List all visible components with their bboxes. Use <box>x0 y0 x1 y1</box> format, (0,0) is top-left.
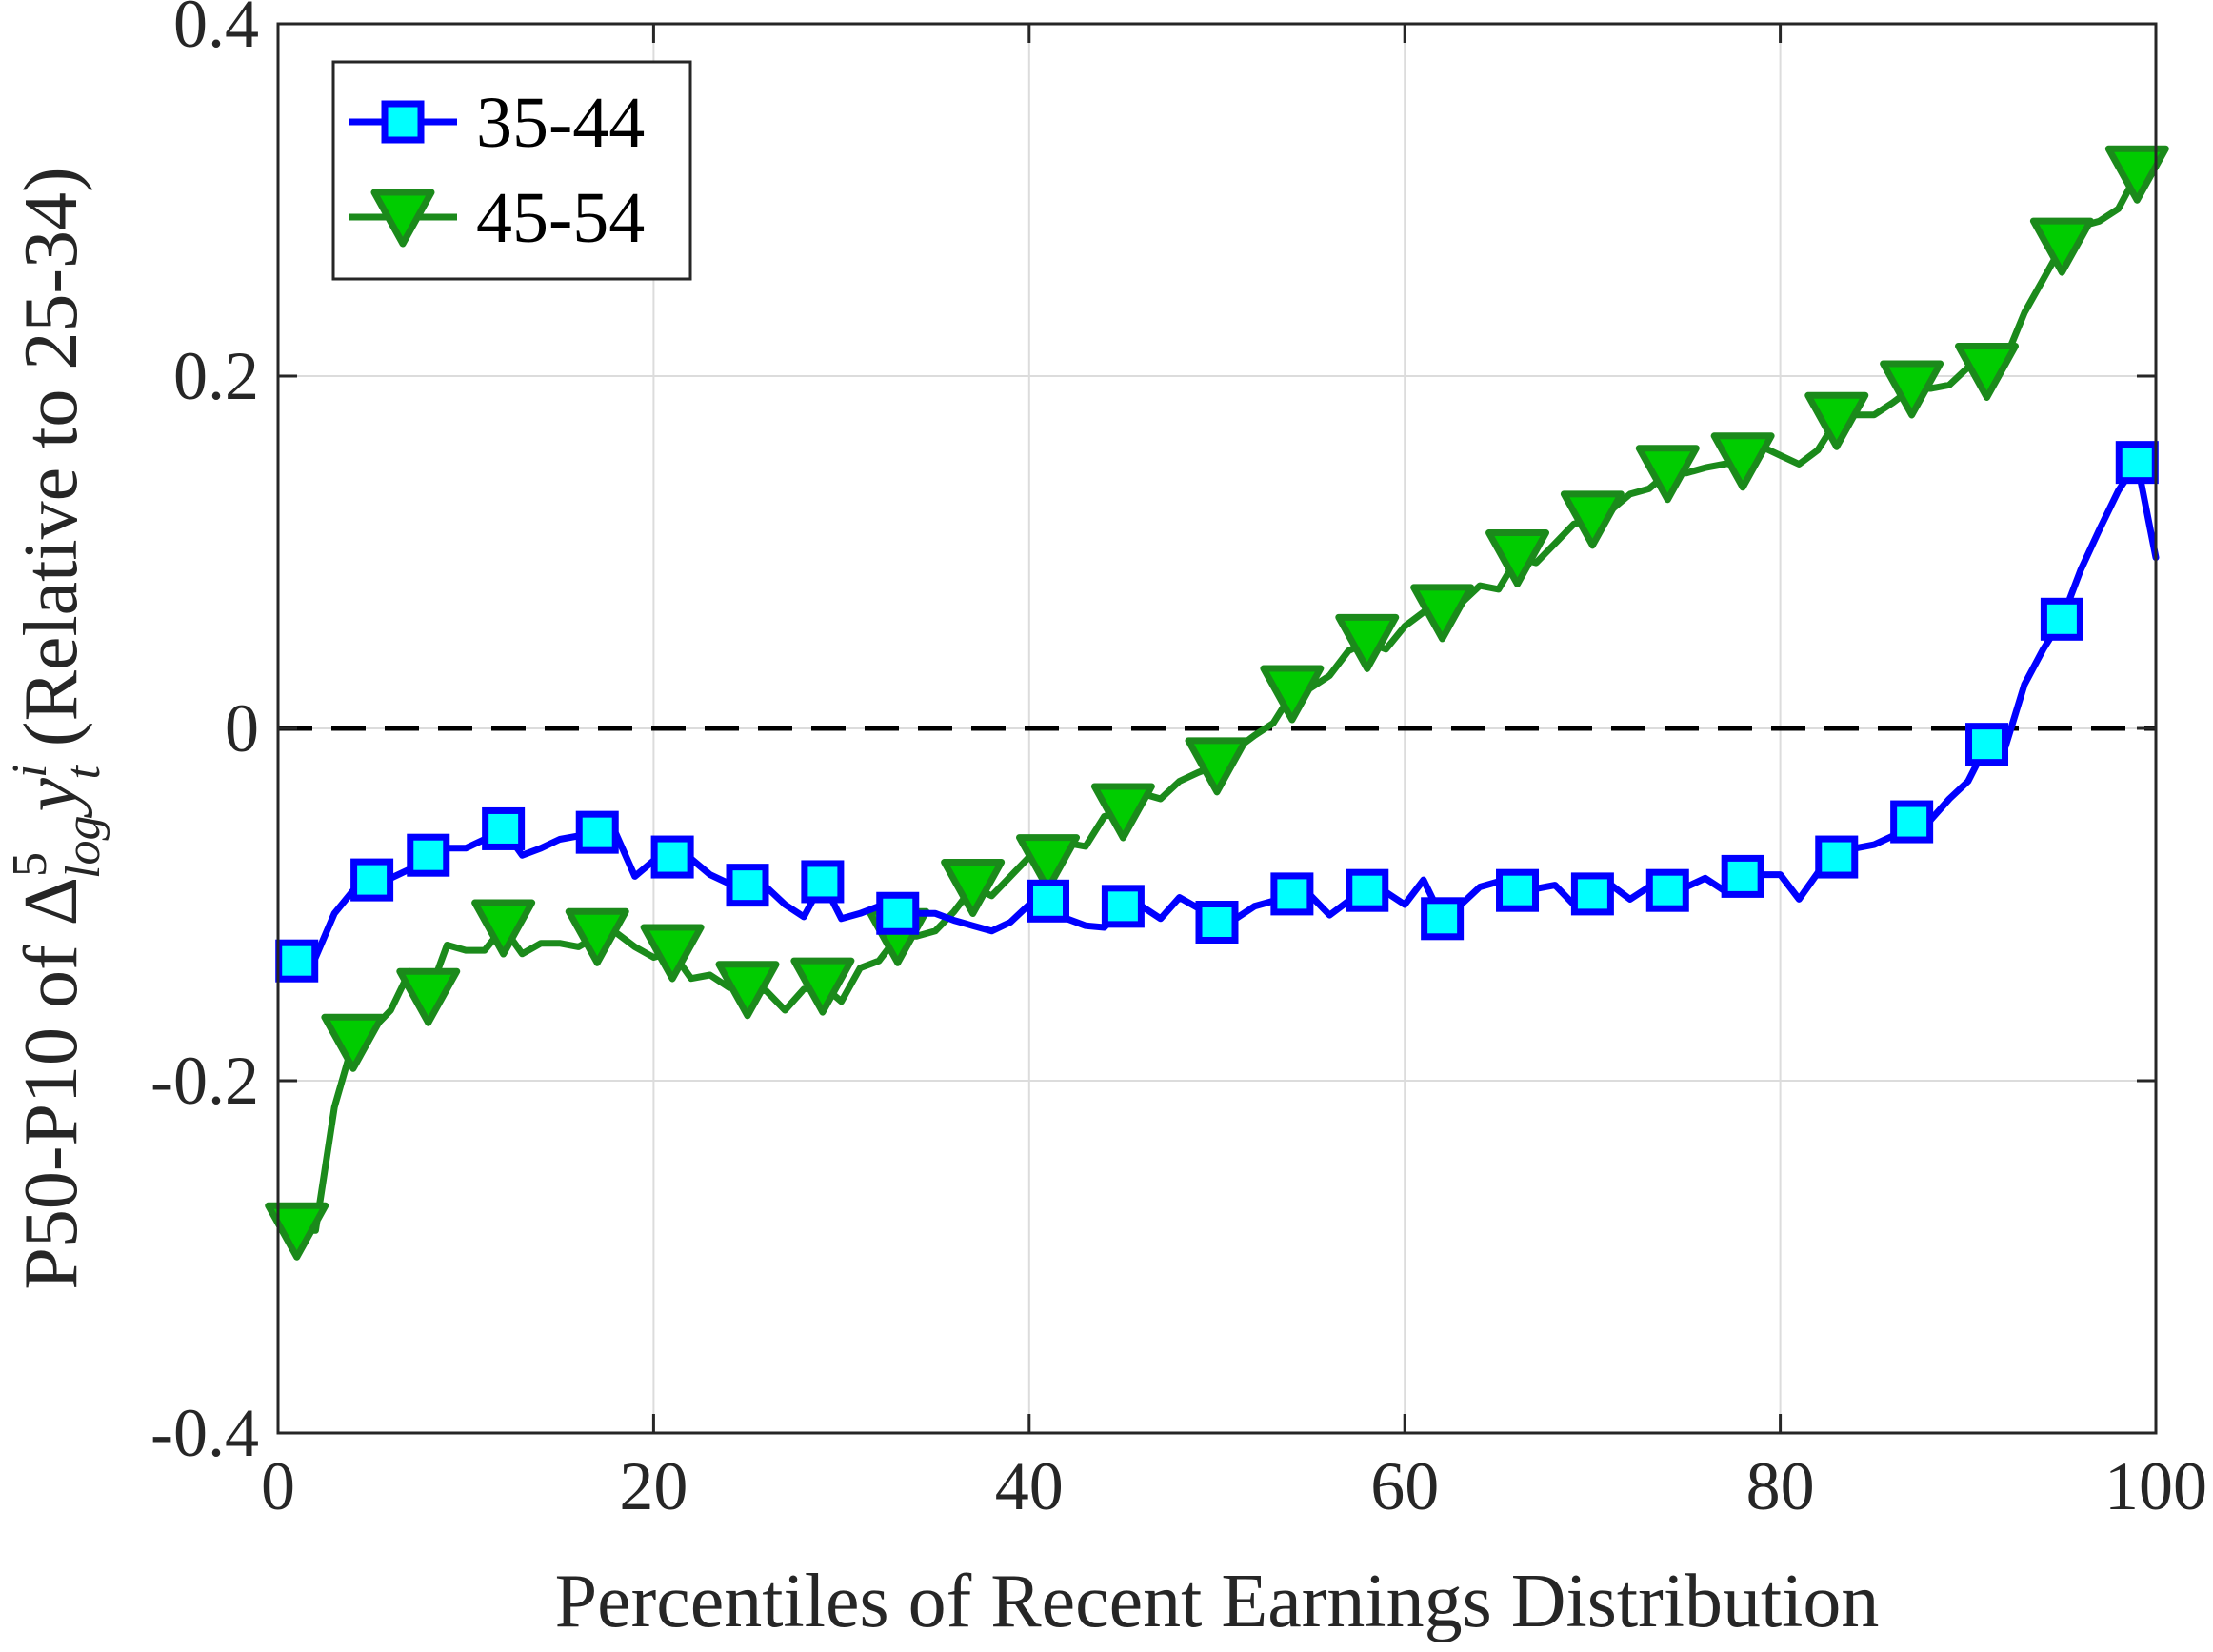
data-point-marker <box>482 806 526 850</box>
data-point-marker <box>650 835 694 879</box>
x-tick-label: 60 <box>1370 1448 1439 1524</box>
data-point-marker <box>2040 597 2083 641</box>
y-label-prefix: P50-P10 of Δ <box>10 877 93 1290</box>
y-tick-label: -0.4 <box>150 1395 259 1471</box>
legend-item-45-54: 45-54 <box>349 178 645 258</box>
data-point-marker <box>1270 872 1314 916</box>
y-label-var-sub: t <box>56 765 110 780</box>
data-point-marker <box>1335 613 1400 672</box>
data-point-marker <box>1710 432 1775 491</box>
data-point-marker <box>1560 490 1625 549</box>
data-point-marker <box>1570 872 1614 916</box>
data-point-marker <box>2029 217 2094 276</box>
data-point-marker <box>1027 879 1070 923</box>
data-point-marker <box>407 833 450 877</box>
y-label-sup: 5 <box>3 852 57 877</box>
data-point-marker <box>1645 868 1689 912</box>
data-point-marker <box>471 899 536 958</box>
data-point-marker <box>565 907 629 966</box>
data-point-marker <box>1485 529 1550 588</box>
y-tick-label: 0.2 <box>173 338 259 414</box>
legend-item-35-44: 35-44 <box>349 83 645 163</box>
series-layer <box>265 145 2169 1261</box>
y-axis-ticks: -0.4 -0.2 0 0.2 0.4 <box>150 0 2156 1471</box>
x-tick-label: 0 <box>261 1448 295 1524</box>
x-tick-label: 40 <box>995 1448 1064 1524</box>
legend-label: 35-44 <box>476 83 645 163</box>
data-point-marker <box>640 924 705 983</box>
data-point-marker <box>1016 834 1081 893</box>
y-label-sub: log <box>56 815 110 878</box>
y-axis-label: P50-P10 of Δ5logyit (Relative to 25-34) <box>3 167 110 1289</box>
data-point-marker <box>1346 868 1389 912</box>
data-point-marker <box>1496 868 1540 912</box>
data-point-marker <box>1815 835 1859 879</box>
x-tick-label: 100 <box>2104 1448 2207 1524</box>
series-35-44 <box>275 441 2160 983</box>
legend: 35-44 45-54 <box>331 60 692 281</box>
y-label-var: y <box>10 777 93 818</box>
data-point-marker <box>726 864 769 907</box>
data-point-marker <box>1090 783 1155 842</box>
x-tick-label: 80 <box>1746 1448 1815 1524</box>
data-point-marker <box>941 859 1006 917</box>
data-point-marker <box>1195 901 1239 944</box>
data-point-marker <box>1185 737 1249 796</box>
legend-label: 45-54 <box>476 178 645 258</box>
x-tick-label: 20 <box>619 1448 688 1524</box>
series-line <box>293 459 2160 965</box>
data-point-marker <box>1965 723 2009 766</box>
data-point-marker <box>265 1202 329 1261</box>
data-point-marker <box>381 100 425 144</box>
y-tick-label: 0 <box>225 690 259 766</box>
data-point-marker <box>2115 441 2159 485</box>
data-point-marker <box>275 939 319 983</box>
data-point-marker <box>876 891 920 935</box>
data-point-marker <box>321 1013 386 1072</box>
data-point-marker <box>1410 584 1475 643</box>
data-point-marker <box>801 860 845 904</box>
data-point-marker <box>350 858 394 902</box>
data-point-marker <box>2104 145 2169 204</box>
legend-box <box>331 60 692 281</box>
data-point-marker <box>575 810 619 854</box>
data-point-marker <box>1955 342 2020 401</box>
data-point-marker <box>1421 897 1465 941</box>
y-label-var-sup: i <box>3 765 57 778</box>
y-tick-label: 0.4 <box>173 0 259 62</box>
data-point-marker <box>1635 445 1700 504</box>
data-point-marker <box>790 957 855 1016</box>
data-point-marker <box>1260 665 1325 724</box>
data-point-marker <box>1101 885 1145 928</box>
x-axis-label: Percentiles of Recent Earnings Distribut… <box>555 1560 1880 1643</box>
data-point-marker <box>370 189 435 248</box>
y-label-suffix: (Relative to 25-34) <box>10 167 93 766</box>
data-point-marker <box>1721 854 1764 898</box>
data-point-marker <box>1880 360 1944 419</box>
y-tick-label: -0.2 <box>150 1043 259 1119</box>
data-point-marker <box>1890 800 1934 844</box>
x-axis-ticks: 0 20 40 60 80 100 <box>261 24 2207 1524</box>
data-point-marker <box>715 961 780 1020</box>
data-point-marker <box>396 967 461 1026</box>
data-point-marker <box>1804 391 1869 450</box>
series-45-54 <box>265 145 2169 1261</box>
series-line <box>293 149 2160 1234</box>
